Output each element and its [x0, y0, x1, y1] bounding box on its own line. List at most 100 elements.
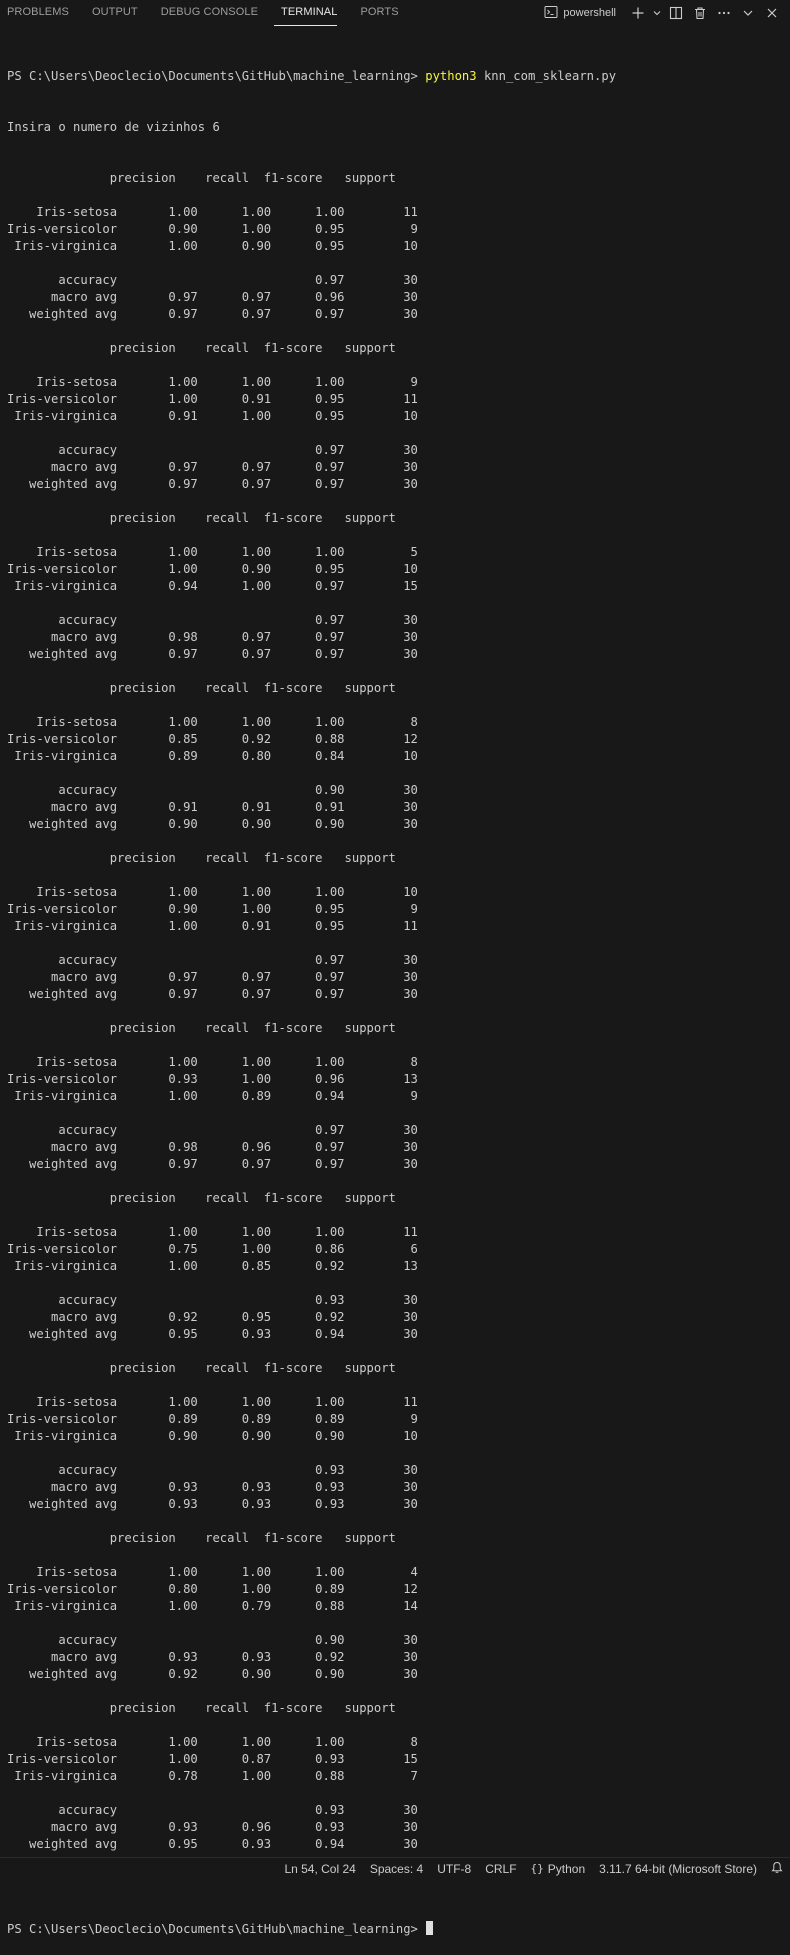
tab-ports[interactable]: PORTS	[360, 6, 399, 18]
tab-problems[interactable]: PROBLEMS	[7, 6, 69, 18]
output-line: weighted avg 0.97 0.97 0.97 30	[7, 647, 418, 661]
output-line: accuracy 0.90 30	[7, 783, 418, 797]
output-line: weighted avg 0.93 0.93 0.93 30	[7, 1497, 418, 1511]
encoding[interactable]: UTF-8	[437, 1861, 472, 1876]
output-line	[7, 1513, 790, 1530]
output-line	[7, 1003, 790, 1020]
more-icon[interactable]	[712, 2, 736, 24]
output-line: accuracy 0.90 30	[7, 1633, 418, 1647]
output-line	[7, 1173, 790, 1190]
output-block: precision recall f1-score support Iris-s…	[7, 170, 790, 1887]
output-line: Iris-versicolor 0.85 0.92 0.88 12	[7, 732, 418, 746]
output-line: precision recall f1-score support	[7, 1361, 396, 1375]
output-line	[7, 1445, 790, 1462]
output-line: precision recall f1-score support	[7, 171, 396, 185]
line-ending[interactable]: CRLF	[485, 1861, 517, 1876]
output-line: Iris-virginica 0.94 1.00 0.97 15	[7, 579, 418, 593]
text-cursor	[426, 1921, 434, 1935]
output-line: Iris-virginica 1.00 0.89 0.94 9	[7, 1089, 418, 1103]
output-line	[7, 493, 790, 510]
output-line: macro avg 0.97 0.97 0.97 30	[7, 970, 418, 984]
output-line: precision recall f1-score support	[7, 1191, 396, 1205]
output-line: Iris-virginica 1.00 0.90 0.95 10	[7, 239, 418, 253]
output-line	[7, 255, 790, 272]
output-line	[7, 1377, 790, 1394]
output-line	[7, 425, 790, 442]
output-line: Iris-virginica 1.00 0.91 0.95 11	[7, 919, 418, 933]
input-line: Insira o numero de vizinhos 6	[7, 120, 220, 134]
output-line: Iris-versicolor 1.00 0.87 0.93 15	[7, 1752, 418, 1766]
output-line: accuracy 0.97 30	[7, 1123, 418, 1137]
output-line	[7, 833, 790, 850]
tab-terminal[interactable]: TERMINAL	[274, 0, 338, 26]
output-line	[7, 663, 790, 680]
output-line: precision recall f1-score support	[7, 341, 396, 355]
output-line: weighted avg 0.95 0.93 0.94 30	[7, 1327, 418, 1341]
output-line: Iris-setosa 1.00 1.00 1.00 11	[7, 205, 418, 219]
output-line: Iris-versicolor 0.75 1.00 0.86 6	[7, 1242, 418, 1256]
shell-label: powershell	[563, 7, 616, 19]
output-line	[7, 1717, 790, 1734]
output-line: precision recall f1-score support	[7, 1531, 396, 1545]
python-braces-icon: {}	[530, 1862, 544, 1875]
terminal-actions: powershell	[544, 0, 784, 26]
output-line: weighted avg 0.92 0.90 0.90 30	[7, 1667, 418, 1681]
output-line: Iris-setosa 1.00 1.00 1.00 8	[7, 715, 418, 729]
output-line	[7, 1785, 790, 1802]
output-line: weighted avg 0.95 0.93 0.94 30	[7, 1837, 418, 1851]
output-line: Iris-setosa 1.00 1.00 1.00 5	[7, 545, 418, 559]
output-line: Iris-virginica 0.78 1.00 0.88 7	[7, 1769, 418, 1783]
terminal-output[interactable]: PS C:\Users\Deoclecio\Documents\GitHub\m…	[7, 34, 790, 1955]
tab-output[interactable]: OUTPUT	[91, 6, 138, 18]
chevron-down-icon[interactable]	[650, 2, 664, 24]
output-line: Iris-versicolor 0.90 1.00 0.95 9	[7, 222, 418, 236]
chevron-down-icon[interactable]	[736, 2, 760, 24]
final-prompt-line: PS C:\Users\Deoclecio\Documents\GitHub\m…	[7, 1921, 790, 1938]
output-line: macro avg 0.97 0.97 0.96 30	[7, 290, 418, 304]
close-icon[interactable]	[760, 2, 784, 24]
output-line: accuracy 0.93 30	[7, 1463, 418, 1477]
output-line	[7, 765, 790, 782]
output-line: macro avg 0.92 0.95 0.92 30	[7, 1310, 418, 1324]
output-line: accuracy 0.93 30	[7, 1803, 418, 1817]
split-icon[interactable]	[664, 2, 688, 24]
python-interpreter[interactable]: 3.11.7 64-bit (Microsoft Store)	[599, 1861, 757, 1876]
prompt: PS C:\Users\Deoclecio\Documents\GitHub\m…	[7, 1922, 426, 1936]
command-line: PS C:\Users\Deoclecio\Documents\GitHub\m…	[7, 68, 790, 85]
output-line: weighted avg 0.97 0.97 0.97 30	[7, 477, 418, 491]
command-args: knn_com_sklearn.py	[476, 69, 617, 83]
output-line: accuracy 0.97 30	[7, 273, 418, 287]
indentation[interactable]: Spaces: 4	[369, 1861, 424, 1876]
output-line: weighted avg 0.97 0.97 0.97 30	[7, 1157, 418, 1171]
output-line: accuracy 0.97 30	[7, 443, 418, 457]
output-line: Iris-virginica 0.90 0.90 0.90 10	[7, 1429, 418, 1443]
output-line: accuracy 0.93 30	[7, 1293, 418, 1307]
output-line: Iris-setosa 1.00 1.00 1.00 8	[7, 1055, 418, 1069]
output-line: Iris-setosa 1.00 1.00 1.00 8	[7, 1735, 418, 1749]
output-line: Iris-versicolor 1.00 0.90 0.95 10	[7, 562, 418, 576]
output-line	[7, 527, 790, 544]
output-line	[7, 1207, 790, 1224]
terminal-shell-selector[interactable]: powershell	[544, 5, 616, 22]
command: python3	[425, 69, 477, 83]
output-line: precision recall f1-score support	[7, 851, 396, 865]
tab-debug-console[interactable]: DEBUG CONSOLE	[160, 6, 259, 18]
trash-icon[interactable]	[688, 2, 712, 24]
terminal-icon	[544, 5, 558, 22]
output-line: Iris-versicolor 0.93 1.00 0.96 13	[7, 1072, 418, 1086]
cursor-position[interactable]: Ln 54, Col 24	[284, 1861, 356, 1876]
prompt: PS C:\Users\Deoclecio\Documents\GitHub\m…	[7, 69, 426, 83]
notifications[interactable]	[764, 1861, 790, 1877]
language-mode[interactable]: {} Python	[524, 1862, 593, 1876]
output-line	[7, 867, 790, 884]
output-line	[7, 697, 790, 714]
output-line: macro avg 0.98 0.96 0.97 30	[7, 1140, 418, 1154]
output-line: Iris-setosa 1.00 1.00 1.00 10	[7, 885, 418, 899]
plus-icon[interactable]	[626, 2, 650, 24]
output-line: macro avg 0.93 0.93 0.93 30	[7, 1480, 418, 1494]
output-line: Iris-virginica 0.89 0.80 0.84 10	[7, 749, 418, 763]
output-line: Iris-versicolor 0.80 1.00 0.89 12	[7, 1582, 418, 1596]
output-line: macro avg 0.91 0.91 0.91 30	[7, 800, 418, 814]
output-line: Iris-virginica 1.00 0.79 0.88 14	[7, 1599, 418, 1613]
output-line: Iris-virginica 1.00 0.85 0.92 13	[7, 1259, 418, 1273]
